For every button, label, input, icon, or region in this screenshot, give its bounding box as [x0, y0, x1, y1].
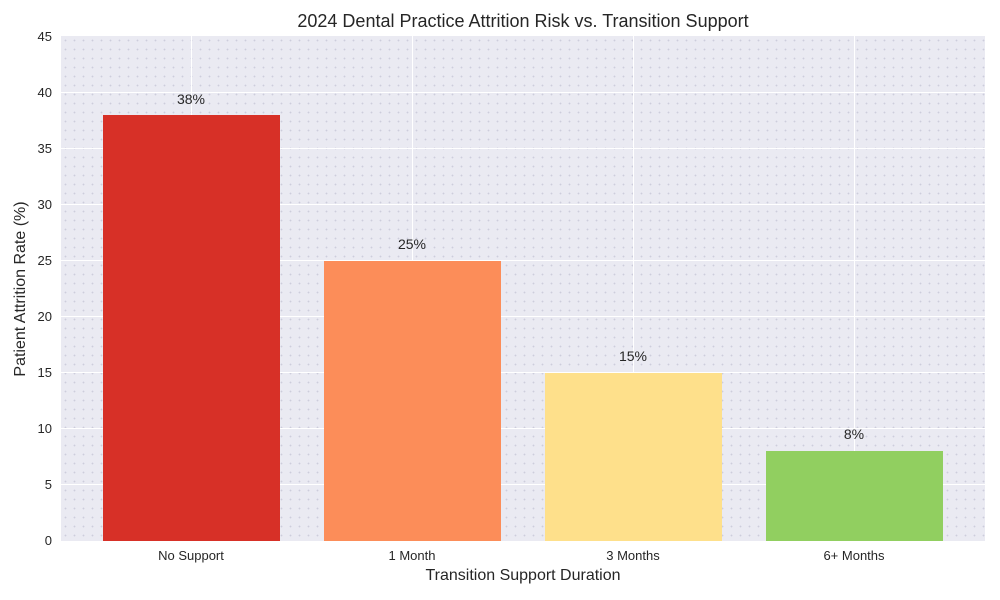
bar-1-month [324, 261, 501, 541]
gridline-y-10 [61, 428, 985, 429]
bar-value-label: 25% [397, 236, 427, 252]
gridline-y-20 [61, 316, 985, 317]
bar-value-label: 38% [176, 91, 206, 107]
y-tick-label: 20 [37, 309, 52, 324]
y-tick-label: 45 [37, 29, 52, 44]
x-tick-label: 1 Month [388, 548, 436, 563]
gridline-x-3-months [633, 36, 634, 541]
y-axis-label: Patient Attrition Rate (%) [12, 201, 29, 377]
y-tick-label: 10 [37, 421, 52, 436]
bar-3-months [545, 373, 722, 541]
chart-title: 2024 Dental Practice Attrition Risk vs. … [297, 11, 749, 31]
y-tick-label: 25 [37, 253, 52, 268]
bar-value-label: 8% [843, 426, 865, 442]
y-tick-label: 35 [37, 141, 52, 156]
gridline-y-25 [61, 260, 985, 261]
gridline-y-30 [61, 204, 985, 205]
gridline-y-5 [61, 484, 985, 485]
y-tick-label: 5 [44, 477, 52, 492]
plot-area: 38% 25% 15% 8% [61, 36, 985, 541]
bar-6-months [766, 451, 943, 541]
y-tick-label: 0 [44, 533, 52, 548]
x-axis-label: Transition Support Duration [425, 567, 621, 584]
y-tick-label: 30 [37, 197, 52, 212]
bar-value-label: 15% [618, 348, 648, 364]
gridline-x-6-months [854, 36, 855, 541]
gridline-y-15 [61, 372, 985, 373]
x-tick-label: No Support [158, 548, 224, 563]
x-tick-label: 6+ Months [823, 548, 885, 563]
y-tick-label: 15 [37, 365, 52, 380]
bar-no-support [103, 115, 280, 541]
gridline-y-35 [61, 148, 985, 149]
x-tick-label: 3 Months [606, 548, 660, 563]
gridline-y-40 [61, 92, 985, 93]
y-tick-label: 40 [37, 85, 52, 100]
